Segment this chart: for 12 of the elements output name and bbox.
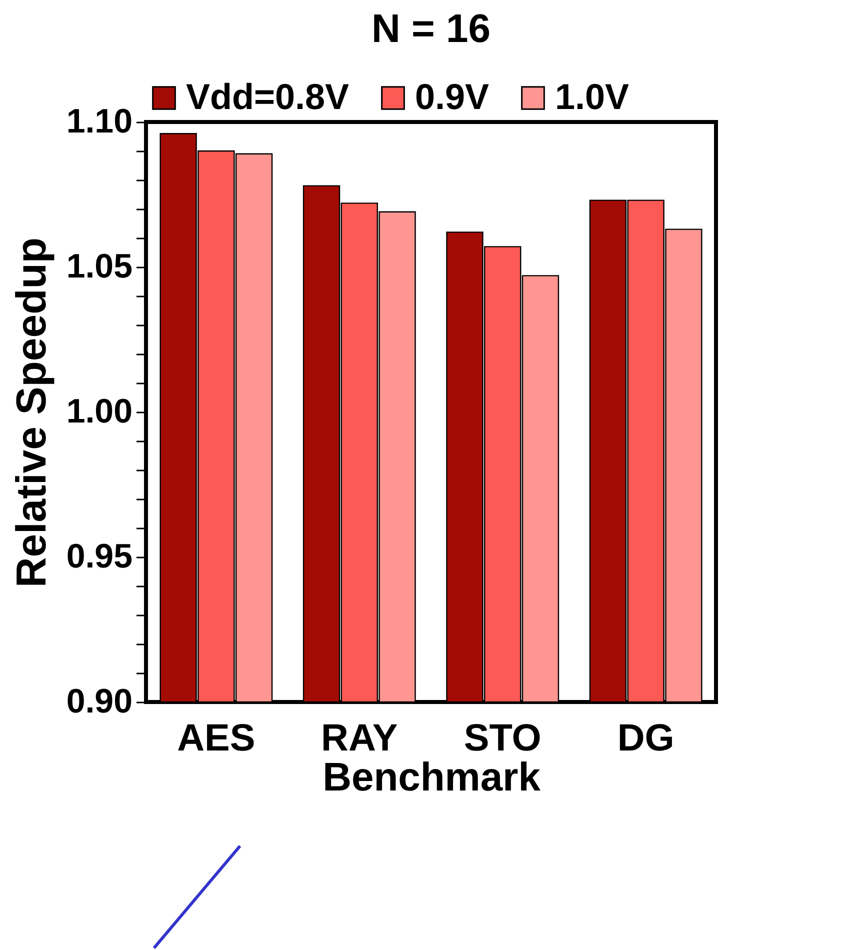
legend-label: Vdd=0.8V: [186, 76, 350, 117]
x-tick-label: AES: [177, 718, 256, 760]
legend-label: 1.0V: [555, 76, 630, 117]
legend-label: 0.9V: [415, 76, 490, 117]
y-tick-label: 1.05: [66, 248, 132, 286]
x-tick-label: DG: [617, 718, 674, 760]
chart-title: N = 16: [372, 7, 490, 51]
y-axis-title: Relative Speedup: [7, 237, 54, 588]
text: 0.90: [66, 682, 132, 720]
y-tick-label: 0.95: [66, 538, 132, 576]
y-tick-label: 1.10: [66, 102, 132, 140]
y-tick-label: 1.00: [66, 392, 132, 430]
